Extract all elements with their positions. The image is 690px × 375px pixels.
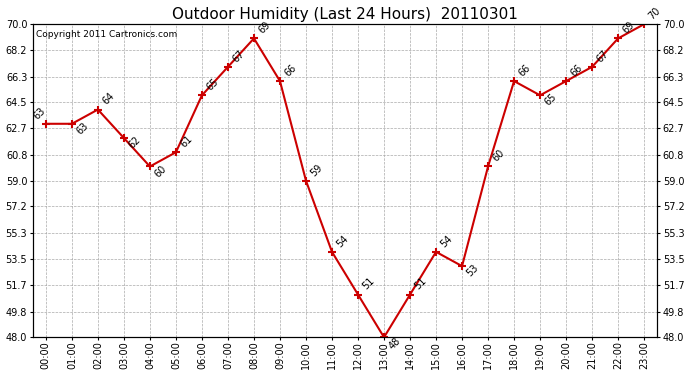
Text: 61: 61 xyxy=(179,134,195,150)
Text: 70: 70 xyxy=(647,6,662,21)
Text: 51: 51 xyxy=(413,276,428,292)
Text: 60: 60 xyxy=(152,163,168,179)
Text: 66: 66 xyxy=(517,63,533,78)
Text: 64: 64 xyxy=(101,91,117,107)
Text: 62: 62 xyxy=(127,135,143,150)
Text: 65: 65 xyxy=(205,77,221,93)
Text: 69: 69 xyxy=(621,20,637,36)
Text: 63: 63 xyxy=(32,105,48,121)
Text: 53: 53 xyxy=(465,263,481,279)
Text: 51: 51 xyxy=(361,276,377,292)
Text: 69: 69 xyxy=(257,20,273,36)
Text: 67: 67 xyxy=(230,48,246,64)
Title: Outdoor Humidity (Last 24 Hours)  20110301: Outdoor Humidity (Last 24 Hours) 2011030… xyxy=(172,7,518,22)
Text: 63: 63 xyxy=(75,120,90,136)
Text: 54: 54 xyxy=(439,233,455,249)
Text: 66: 66 xyxy=(283,63,299,78)
Text: 54: 54 xyxy=(335,233,351,249)
Text: 60: 60 xyxy=(491,148,506,164)
Text: 59: 59 xyxy=(308,162,324,178)
Text: 67: 67 xyxy=(595,48,611,64)
Text: Copyright 2011 Cartronics.com: Copyright 2011 Cartronics.com xyxy=(36,30,177,39)
Text: 66: 66 xyxy=(569,63,584,78)
Text: 65: 65 xyxy=(543,92,559,108)
Text: 48: 48 xyxy=(387,335,402,351)
